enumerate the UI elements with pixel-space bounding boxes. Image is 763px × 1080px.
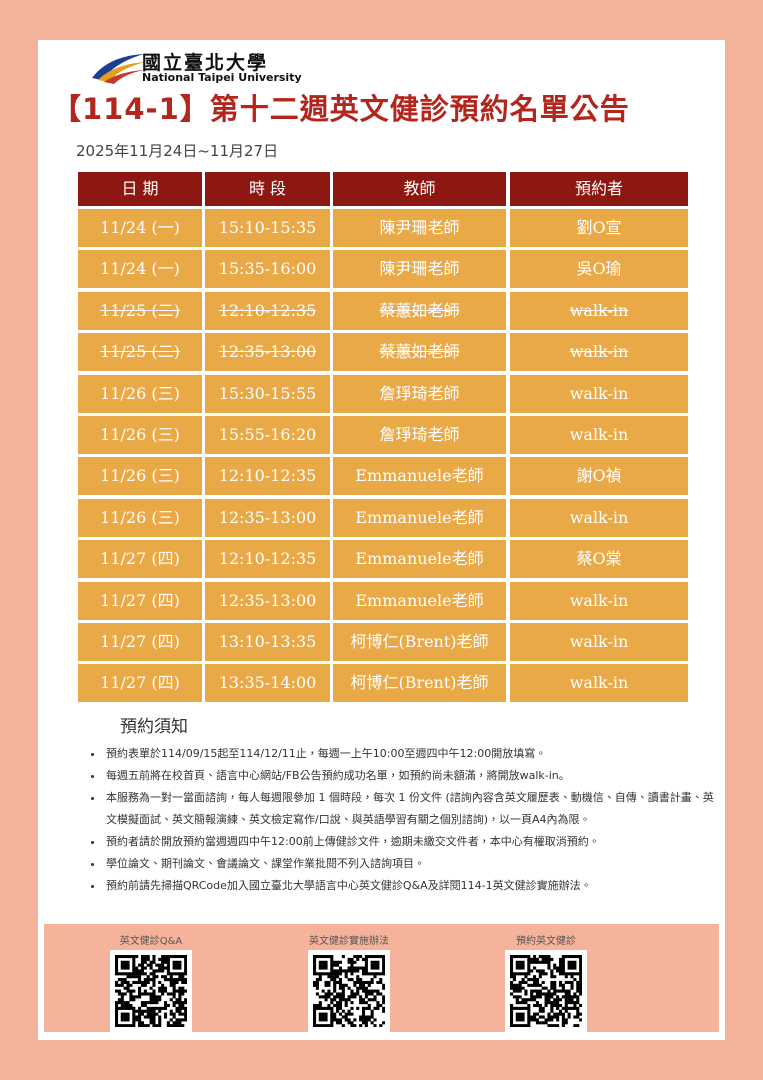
date-range: 2025年11月24日~11月27日 <box>76 142 279 160</box>
table-cell: 詹琤琦老師 <box>333 416 506 454</box>
qr-pattern <box>115 955 188 1028</box>
note-item: 每週五前將在校首頁、語言中心網站/FB公告預約成功名單，如預約尚未額滿，將開放w… <box>104 765 714 787</box>
table-cell: walk-in <box>510 291 688 330</box>
header-cell: 日 期 <box>78 172 202 206</box>
qr-label: 預約英文健診 <box>516 936 576 947</box>
table-cell: 12:10-12:35 <box>205 540 330 579</box>
table-cell: 蔡O棠 <box>510 540 688 579</box>
qr-code <box>308 950 390 1032</box>
table-cell: 11/26 (三) <box>78 498 202 537</box>
header-cell: 教師 <box>333 172 506 206</box>
card: 國立臺北大學 National Taipei University 【114-1… <box>38 40 725 1040</box>
university-zh: 國立臺北大學 <box>142 52 269 74</box>
table-cell: 11/24 (一) <box>78 250 202 289</box>
table-cell: 陳尹珊老師 <box>333 250 506 289</box>
table-cell: walk-in <box>510 581 688 620</box>
notes-title: 預約須知 <box>120 717 188 737</box>
table-cell: Emmanuele老師 <box>333 581 506 620</box>
logo <box>92 54 146 84</box>
table-cell: 11/27 (四) <box>78 623 202 661</box>
table-cell: walk-in <box>510 333 688 372</box>
table-cell: 11/24 (一) <box>78 209 202 247</box>
qr-band: 英文健診Q&A 英文健診實施辦法 預約英文健診 <box>44 924 719 1032</box>
table-cell: walk-in <box>510 374 688 413</box>
note-item: 預約表單於114/09/15起至114/12/11止，每週一上午10:00至週四… <box>104 743 714 765</box>
table-cell: 11/26 (三) <box>78 457 202 496</box>
table-cell: 蔡蕙如老師 <box>333 291 506 330</box>
table-cell: 柯博仁(Brent)老師 <box>333 664 506 703</box>
qr-label: 英文健診實施辦法 <box>309 936 389 947</box>
table-cell: walk-in <box>510 498 688 537</box>
table-cell: 12:35-13:00 <box>205 333 330 372</box>
table-cell: 12:35-13:00 <box>205 498 330 537</box>
table-cell: Emmanuele老師 <box>333 498 506 537</box>
table-cell: 蔡蕙如老師 <box>333 333 506 372</box>
header-cell: 預約者 <box>510 172 688 206</box>
qr-pattern <box>313 955 386 1028</box>
table-cell: 15:30-15:55 <box>205 374 330 413</box>
table-cell: Emmanuele老師 <box>333 457 506 496</box>
note-item: 預約者請於開放預約當週週四中午12:00前上傳健診文件，逾期未繳交文件者，本中心… <box>104 831 714 853</box>
table-cell: 11/26 (三) <box>78 374 202 413</box>
table-cell: 15:10-15:35 <box>205 209 330 247</box>
qr-code <box>110 950 192 1032</box>
table-cell: 11/27 (四) <box>78 581 202 620</box>
note-item: 本服務為一對一當面諮詢，每人每週限參加 1 個時段，每次 1 份文件 (諮詢內容… <box>104 787 714 831</box>
table-cell: 謝O禎 <box>510 457 688 496</box>
table-cell: walk-in <box>510 664 688 703</box>
table-cell: 12:10-12:35 <box>205 457 330 496</box>
table-cell: 11/27 (四) <box>78 664 202 703</box>
table-cell: 11/25 (二) <box>78 291 202 330</box>
title: 【114-1】第十二週英文健診預約名單公告 <box>52 92 630 126</box>
table-cell: 11/26 (三) <box>78 416 202 454</box>
table-cell: 劉O宣 <box>510 209 688 247</box>
table-cell: 11/25 (二) <box>78 333 202 372</box>
note-item: 學位論文、期刊論文、會議論文、課堂作業批閱不列入諮詢項目。 <box>104 853 714 875</box>
table-cell: 吳O瑜 <box>510 250 688 289</box>
table-cell: walk-in <box>510 416 688 454</box>
table-cell: 陳尹珊老師 <box>333 209 506 247</box>
table-cell: 13:35-14:00 <box>205 664 330 703</box>
table-cell: 13:10-13:35 <box>205 623 330 661</box>
table-cell: 12:10-12:35 <box>205 291 330 330</box>
table-cell: walk-in <box>510 623 688 661</box>
table-cell: 詹琤琦老師 <box>333 374 506 413</box>
table-cell: Emmanuele老師 <box>333 540 506 579</box>
notes-list: 預約表單於114/09/15起至114/12/11止，每週一上午10:00至週四… <box>84 743 714 897</box>
table-cell: 柯博仁(Brent)老師 <box>333 623 506 661</box>
qr-label: 英文健診Q&A <box>119 936 183 947</box>
table-cell: 15:35-16:00 <box>205 250 330 289</box>
note-item: 預約前請先掃描QRCode加入國立臺北大學語言中心英文健診Q&A及詳閱114-1… <box>104 875 714 897</box>
table-cell: 12:35-13:00 <box>205 581 330 620</box>
table-cell: 11/27 (四) <box>78 540 202 579</box>
header-cell: 時 段 <box>205 172 330 206</box>
table-cell: 15:55-16:20 <box>205 416 330 454</box>
qr-pattern <box>510 955 583 1028</box>
university-en: National Taipei University <box>142 71 302 84</box>
qr-code <box>505 950 587 1032</box>
